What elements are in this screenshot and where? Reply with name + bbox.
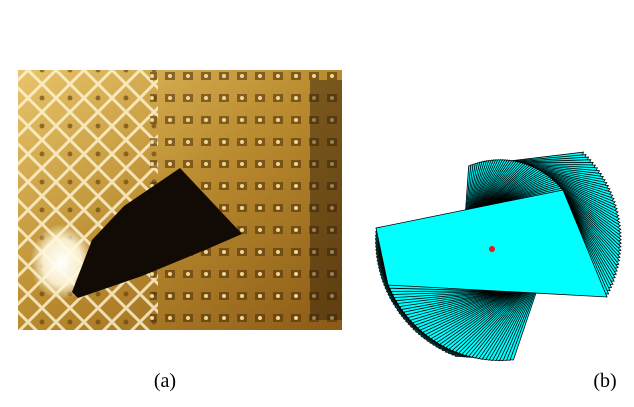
rotating-quadrilaterals <box>375 152 621 361</box>
panel-label: (a) <box>154 370 176 392</box>
center-point <box>489 246 495 252</box>
panel-label: (b) <box>593 370 616 392</box>
figure: (a) (b) <box>0 0 634 407</box>
photo <box>18 70 342 330</box>
